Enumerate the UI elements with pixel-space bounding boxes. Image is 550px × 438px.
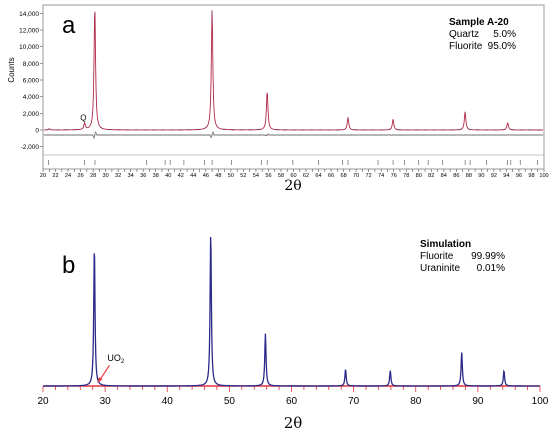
panel-a-quartz-annotation: Q (80, 114, 86, 123)
panel-b-letter: b (62, 252, 75, 279)
panel-a-x-tick-label: 30 (103, 173, 109, 179)
panel-b-legend: Simulation Fluorite 99.99% Uraninite 0.0… (420, 239, 505, 274)
panel-a-x-tick-label: 44 (190, 173, 196, 179)
panel-b-legend-uraninite-name: Uraninite (420, 263, 460, 274)
panel-b: b Simulation Fluorite 99.99% Uraninite 0… (37, 237, 549, 432)
panel-a: a Counts -2,000 0 2,000 4,000 6,000 8,000 10,0… (7, 4, 549, 194)
panel-a-y-tick-label: 8,000 (23, 61, 40, 68)
panel-a-x-tick-label: 78 (403, 173, 409, 179)
panel-b-x-tick-label: 90 (472, 396, 484, 407)
panel-a-x-tick-label: 50 (228, 173, 234, 179)
panel-b-x-tick-label: 40 (162, 396, 174, 407)
panel-a-x-tick-label: 54 (253, 173, 259, 179)
panel-a-reflection-markers (48, 160, 539, 165)
panel-a-x-axis-label: 2θ (284, 178, 301, 194)
panel-b-x-axis-label: 2θ (284, 414, 303, 432)
panel-a-legend-fluorite-value: 95.0% (488, 41, 516, 52)
panel-a-y-tick-label: -2,000 (21, 144, 40, 151)
panel-b-x-tick-label: 100 (532, 396, 549, 407)
panel-b-uo2-subscript: 2 (121, 359, 125, 365)
panel-a-x-tick-label: 34 (128, 173, 134, 179)
panel-a-x-tick-label: 82 (428, 173, 434, 179)
panel-a-x-tick-label: 92 (491, 173, 497, 179)
panel-b-x-tick-label: 20 (37, 396, 49, 407)
panel-b-x-tick-label: 30 (100, 396, 112, 407)
panel-a-x-tick-label: 48 (215, 173, 221, 179)
panel-a-x-ticks: 20 22 24 26 28 30 32 34 36 38 40 42 44 46 48 50 52 54 56 58… (40, 169, 549, 179)
panel-b-legend-title: Simulation (420, 239, 471, 250)
panel-b-legend-uraninite-value: 0.01% (477, 263, 505, 274)
panel-a-x-tick-label: 64 (315, 173, 321, 179)
panel-a-x-tick-label: 72 (366, 173, 372, 179)
panel-a-legend-quartz-value: 5.0% (493, 29, 516, 40)
panel-a-x-tick-label: 40 (165, 173, 171, 179)
panel-b-x-ticks: 20 30 40 50 60 70 80 90 100 (37, 386, 549, 407)
panel-a-x-tick-label: 52 (240, 173, 246, 179)
panel-a-x-tick-label: 62 (303, 173, 309, 179)
panel-a-x-tick-label: 58 (278, 173, 284, 179)
panel-a-x-tick-label: 26 (77, 173, 83, 179)
panel-b-simulated-profile (43, 237, 540, 387)
panel-a-difference-curve (43, 130, 544, 140)
panel-a-x-tick-label: 68 (340, 173, 346, 179)
panel-a-x-tick-label: 76 (391, 173, 397, 179)
panel-a-x-tick-label: 38 (153, 173, 159, 179)
panel-b-uo2-arrowhead (97, 377, 103, 384)
panel-a-x-tick-label: 66 (328, 173, 334, 179)
panel-a-x-tick-label: 80 (416, 173, 422, 179)
panel-a-letter: a (62, 12, 76, 39)
panel-a-observed-curve (43, 10, 544, 132)
panel-a-y-tick-label: 14,000 (19, 11, 39, 18)
panel-b-legend-fluorite-value: 99.99% (471, 251, 505, 262)
panel-b-x-tick-label: 50 (224, 396, 236, 407)
panel-a-x-tick-label: 60 (290, 173, 296, 179)
panel-a-x-tick-label: 28 (90, 173, 96, 179)
panel-a-y-axis-label: Counts (7, 57, 16, 82)
panel-a-x-tick-label: 42 (178, 173, 184, 179)
panel-b-uo2-annotation: UO2 (97, 353, 125, 384)
panel-b-legend-fluorite-name: Fluorite (420, 251, 454, 262)
panel-a-x-tick-label: 98 (528, 173, 534, 179)
panel-a-legend-fluorite-name: Fluorite (449, 41, 483, 52)
panel-a-x-tick-label: 36 (140, 173, 146, 179)
panel-a-x-tick-label: 90 (478, 173, 484, 179)
panel-a-y-tick-label: 12,000 (19, 28, 39, 35)
panel-a-x-tick-label: 24 (65, 173, 71, 179)
panel-b-x-tick-label: 60 (286, 396, 298, 407)
panel-a-y-ticks: -2,000 0 2,000 4,000 6,000 8,000 10,000 12,000 1… (19, 11, 43, 151)
panel-a-y-tick-label: 10,000 (19, 44, 39, 51)
panel-a-legend-quartz-name: Quartz (449, 29, 479, 40)
panel-a-x-tick-label: 100 (539, 173, 548, 179)
panel-a-x-tick-label: 70 (353, 173, 359, 179)
panel-a-legend: Sample A-20 Quartz 5.0% Fluorite 95.0% (449, 17, 516, 52)
panel-a-y-tick-label: 6,000 (23, 78, 40, 85)
panel-a-x-tick-label: 86 (453, 173, 459, 179)
panel-a-x-tick-label: 56 (265, 173, 271, 179)
panel-a-x-tick-label: 22 (52, 173, 58, 179)
panel-a-x-tick-label: 74 (378, 173, 384, 179)
panel-a-legend-title: Sample A-20 (449, 17, 509, 28)
panel-b-x-tick-label: 80 (410, 396, 422, 407)
panel-a-x-tick-label: 46 (203, 173, 209, 179)
panel-a-y-tick-label: 0 (35, 128, 39, 135)
panel-a-y-tick-label: 4,000 (23, 94, 40, 101)
panel-a-x-tick-label: 32 (115, 173, 121, 179)
panel-a-x-tick-label: 84 (441, 173, 447, 179)
panel-b-uo2-text: UO (107, 353, 121, 363)
panel-a-y-tick-label: 2,000 (23, 111, 40, 118)
panel-a-x-tick-label: 20 (40, 173, 46, 179)
panel-a-x-tick-label: 88 (466, 173, 472, 179)
panel-b-x-tick-label: 70 (348, 396, 360, 407)
panel-a-x-tick-label: 94 (503, 173, 509, 179)
panel-a-x-tick-label: 96 (516, 173, 522, 179)
panel-b-uo2-arrow (99, 364, 110, 380)
panel-b-uo2-label: UO2 (107, 353, 125, 365)
